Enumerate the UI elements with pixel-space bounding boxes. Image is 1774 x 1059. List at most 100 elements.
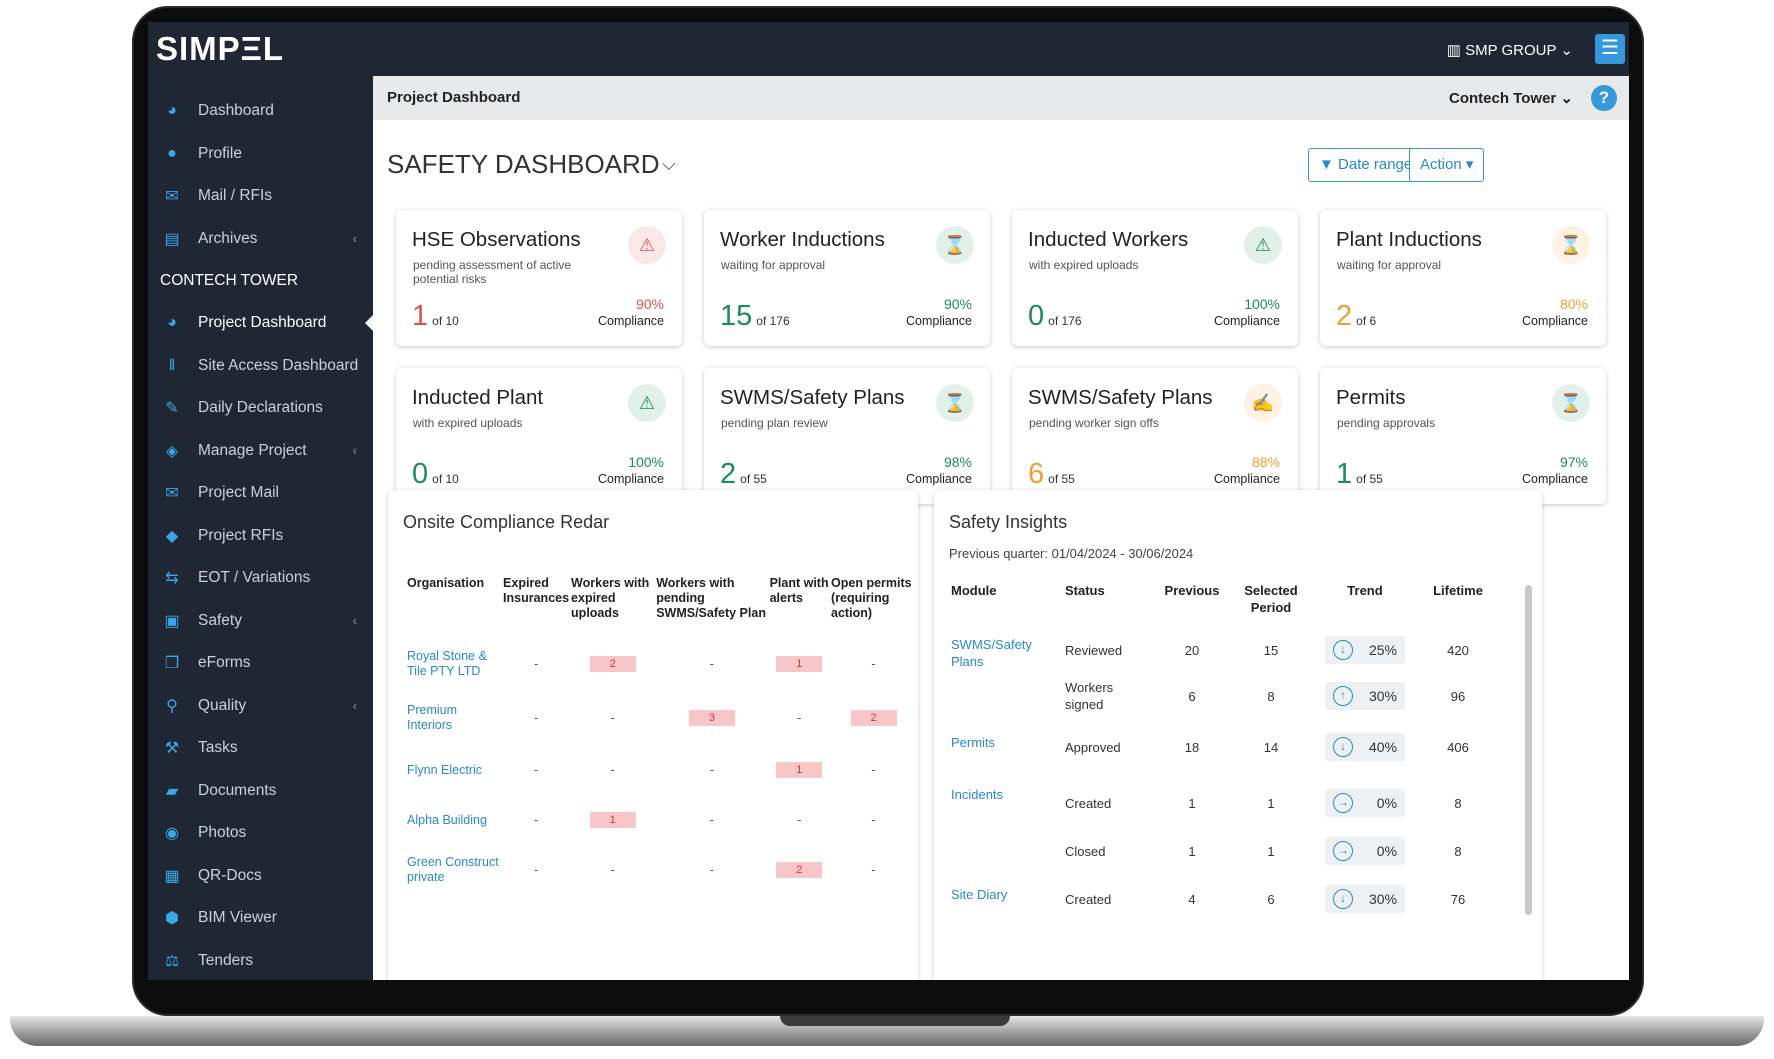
alert-badge[interactable]: 2 (589, 656, 636, 672)
sidebar-item-eot-variations[interactable]: ⇆ EOT / Variations (148, 557, 373, 600)
trend-cell: ↓ 30% (1309, 872, 1421, 926)
status-cell: Approved (1065, 739, 1121, 755)
cube-icon: ⬢ (165, 910, 179, 928)
org-link[interactable]: Alpha Building (407, 812, 487, 827)
app-logo[interactable]: SIMPΞL (156, 30, 285, 67)
summary-card[interactable]: SWMS/Safety Plans pending worker sign off… (1012, 368, 1298, 504)
sidebar-section-title: CONTECH TOWER (160, 272, 299, 289)
summary-card[interactable]: Plant Inductions waiting for approval ⌛ 2 of… (1320, 210, 1606, 346)
alert-badge[interactable]: 2 (776, 862, 823, 878)
org-link[interactable]: Green Construct private (407, 855, 499, 884)
hamburger-menu-button[interactable]: ☰ (1595, 34, 1625, 64)
compliance-label: Compliance (597, 472, 664, 486)
action-button[interactable]: Action ▾ (1409, 148, 1485, 182)
table-cell: - (533, 863, 539, 877)
table-cell: - (533, 711, 539, 725)
sidebar-item-manage-project[interactable]: ◈ Manage Project ‹ (148, 430, 373, 473)
module-link[interactable] (951, 674, 1063, 718)
user-icon: ● (167, 144, 177, 162)
project-selector[interactable]: Contech Tower ⌄ (1449, 89, 1573, 107)
table-cell: - (871, 657, 876, 671)
sidebar-item-label: Manage Project (198, 441, 307, 459)
sidebar-item-documents[interactable]: ▰ Documents (148, 770, 373, 813)
sidebar-item-archives[interactable]: ▤ Archives ‹ (148, 218, 373, 261)
sidebar-item-project-dashboard[interactable]: ◕ Project Dashboard (148, 302, 373, 345)
caret-down-icon: ▾ (1461, 156, 1474, 173)
date-range-label: Date range (1338, 156, 1413, 173)
compliance-title: Onsite Compliance Redar (403, 512, 610, 532)
trend-flat-icon: → (1333, 841, 1353, 861)
module-link[interactable]: Permits (951, 735, 996, 750)
sidebar-item-site-access-dashboard[interactable]: ‖ Site Access Dashboard (148, 345, 373, 388)
sidebar-item-label: BIM Viewer (198, 909, 277, 927)
alert-badge[interactable]: 2 (850, 710, 897, 726)
sidebar-item-profile[interactable]: ● Profile (148, 133, 373, 176)
table-cell: 2 (831, 692, 916, 744)
sidebar-item-safety[interactable]: ▣ Safety ‹ (148, 600, 373, 643)
alert-badge[interactable]: 1 (776, 762, 823, 778)
card-value: 0 of 10 (412, 458, 459, 491)
module-link[interactable]: SWMS/Safety Plans (951, 637, 1032, 669)
sidebar-item-label: Project Dashboard (198, 314, 327, 332)
compliance-label: Compliance (1213, 314, 1280, 328)
module-link[interactable]: Site Diary (951, 887, 1008, 902)
chevron-down-icon[interactable]: ⌵ (662, 154, 676, 174)
module-link[interactable] (951, 832, 1063, 870)
selected-cell: 1 (1267, 843, 1275, 859)
card-title: Inducted Workers (1028, 228, 1189, 251)
card-compliance: 88% Compliance (1214, 454, 1280, 488)
sidebar-item-daily-declarations[interactable]: ✎ Daily Declarations (148, 387, 373, 430)
card-count: 2 (1336, 300, 1353, 332)
sidebar-item-bim-viewer[interactable]: ⬢ BIM Viewer (148, 897, 373, 940)
sidebar-item-photos[interactable]: ◉ Photos (148, 812, 373, 855)
insights-scrollbar[interactable] (1525, 585, 1532, 915)
sidebar-item-quality[interactable]: ⚲ Quality ‹ (148, 685, 373, 728)
alert-badge[interactable]: 3 (688, 710, 735, 726)
map-marker-icon: ⚲ (166, 697, 178, 715)
table-cell: - (871, 813, 876, 827)
sidebar-item-label: Daily Declarations (198, 399, 323, 417)
sidebar-item-tenders[interactable]: ⚖ Tenders (148, 940, 373, 981)
hourglass-icon: ⌛ (936, 226, 974, 264)
help-button[interactable]: ? (1591, 85, 1617, 111)
group-selector[interactable]: ▥ SMP GROUP ⌄ (1447, 41, 1573, 59)
sidebar-item-qr-docs[interactable]: ▦ QR-Docs (148, 855, 373, 898)
org-link[interactable]: Premium Interiors (407, 703, 458, 732)
summary-card[interactable]: Worker Inductions waiting for approval ⌛ 15… (704, 210, 990, 346)
sidebar-item-tasks[interactable]: ⚒ Tasks (148, 727, 373, 770)
date-range-button[interactable]: ▼ Date range (1308, 148, 1424, 182)
alert-badge[interactable]: 1 (589, 812, 636, 828)
table-cell: - (709, 763, 714, 777)
card-count: 0 (1028, 300, 1045, 332)
trend-down-icon: ↓ (1333, 889, 1353, 909)
insights-period: Previous quarter: 01/04/2024 - 30/06/202… (949, 546, 1194, 561)
summary-card[interactable]: Inducted Workers with expired uploads ⚠ 0 of… (1012, 210, 1298, 346)
card-total: of 55 (1048, 472, 1075, 486)
org-link[interactable]: Flynn Electric (407, 762, 483, 777)
card-subtitle: pending plan review (721, 416, 828, 430)
card-subtitle: pending assessment of active potential r… (413, 258, 572, 286)
sidebar-item-eforms[interactable]: ❐ eForms (148, 642, 373, 685)
module-link[interactable]: Incidents (951, 787, 1004, 802)
table-cell: - (610, 763, 615, 777)
hourglass-icon: ⌛ (1552, 384, 1590, 422)
main-content: Project Dashboard Contech Tower ⌄ ? SAFE… (373, 76, 1629, 980)
summary-card[interactable]: Permits pending approvals ⌛ 1 of 55 97% Compli… (1320, 368, 1606, 504)
card-total: of 176 (1048, 314, 1082, 328)
alert-badge[interactable]: 1 (776, 656, 823, 672)
summary-card[interactable]: Inducted Plant with expired uploads ⚠ 0 of 1… (396, 368, 682, 504)
sidebar-item-project-mail[interactable]: ✉ Project Mail (148, 472, 373, 515)
summary-card[interactable]: SWMS/Safety Plans pending plan review ⌛ 2 of… (704, 368, 990, 504)
sidebar-item-mail-rfis[interactable]: ✉ Mail / RFIs (148, 175, 373, 218)
trend-value: 25% (1368, 642, 1397, 658)
card-value: 6 of 55 (1028, 458, 1075, 491)
table-cell: - (610, 711, 615, 725)
sidebar-item-dashboard[interactable]: ◕ Dashboard (148, 90, 373, 133)
summary-card[interactable]: HSE Observations pending assessment of ac… (396, 210, 682, 346)
org-link[interactable]: Royal Stone & Tile PTY LTD (407, 649, 487, 678)
cubes-icon: ◈ (165, 442, 179, 460)
chevron-left-icon: ‹ (352, 612, 357, 628)
sidebar-item-label: Profile (198, 144, 242, 162)
sidebar-item-project-rfis[interactable]: ◆ Project RFIs (148, 515, 373, 558)
card-title: Inducted Plant (412, 386, 544, 409)
